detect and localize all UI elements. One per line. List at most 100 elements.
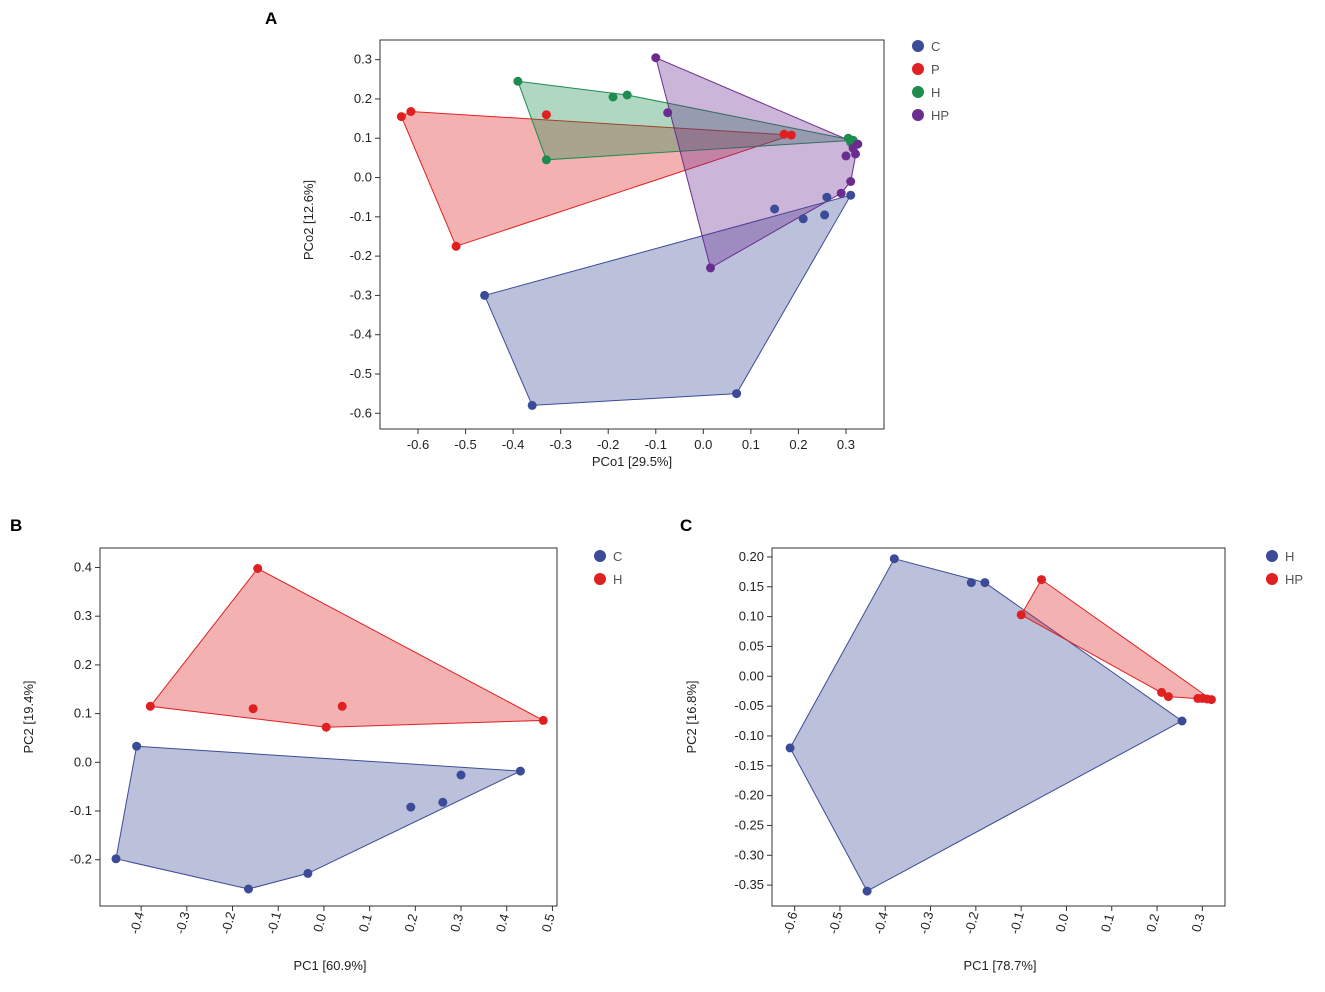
x-tick-label: 0.1: [356, 912, 375, 933]
point-h: [538, 715, 548, 725]
point-h: [248, 704, 258, 714]
point-h: [321, 722, 331, 732]
y-tick-label: -0.1: [350, 209, 372, 224]
x-tick-label: -0.6: [780, 910, 800, 936]
x-axis-label: PC1 [60.9%]: [294, 958, 367, 973]
y-tick-label: 0.4: [74, 559, 92, 574]
point-h: [337, 701, 347, 711]
point-h: [862, 886, 872, 896]
y-tick-label: 0.3: [354, 52, 372, 67]
y-tick-label: 0.15: [739, 579, 764, 594]
panel-C: C 0.20 0.15 0.10 0.05 0.00 -0.05 -0.10 -0.15 -0.2…: [680, 516, 1303, 973]
point-c: [438, 797, 448, 807]
point-h: [889, 554, 899, 564]
point-c: [480, 290, 490, 300]
x-tick-label: -0.4: [502, 437, 524, 452]
x-tick-label: -0.6: [407, 437, 429, 452]
legend-marker-h: [912, 86, 924, 98]
y-axis-label: PC2 [16.8%]: [684, 681, 699, 754]
point-c: [798, 214, 808, 224]
x-tick-label: -0.3: [549, 437, 571, 452]
hull-hp: [655, 56, 859, 269]
point-h: [1177, 716, 1187, 726]
point-hp: [853, 139, 863, 149]
legend-marker-hp: [912, 109, 924, 121]
y-tick-label: 0.1: [354, 130, 372, 145]
x-axis-label: PC1 [78.7%]: [964, 958, 1037, 973]
y-tick-label: 0.2: [354, 91, 372, 106]
legend-label-h: H: [1285, 549, 1294, 564]
point-hp: [846, 177, 856, 186]
point-h: [785, 743, 795, 753]
y-tick-label: -0.3: [350, 287, 372, 302]
point-c: [456, 770, 466, 780]
point-h: [253, 564, 263, 573]
x-tick-label: 0.1: [1098, 912, 1117, 933]
y-axis-label: PC2 [19.4%]: [21, 681, 36, 754]
x-tick-label: 0.5: [538, 912, 557, 933]
y-tick-label: -0.10: [734, 728, 764, 743]
point-h: [966, 578, 976, 588]
point-hp: [1157, 687, 1167, 697]
legend-marker-p: [912, 63, 924, 75]
y-tick-label: 0.1: [74, 706, 92, 721]
y-tick-label: -0.15: [734, 758, 764, 773]
x-tick-label: -0.3: [172, 910, 192, 936]
legend-label-h: H: [931, 85, 940, 100]
legend-label-c: C: [613, 549, 622, 564]
legend-label-c: C: [931, 39, 940, 54]
y-tick-label: 0.00: [739, 668, 764, 683]
x-tick-label: -0.5: [825, 910, 845, 936]
plot-frame: [99, 547, 558, 907]
point-hp: [836, 188, 846, 198]
panel-A: A 0.3 0.2 0.1 0.0 -0.1 -0.2 -0.3 -0.4 -0.5 -0.6 -0.…: [265, 9, 949, 469]
legend-marker-h: [594, 573, 606, 585]
point-hp: [1163, 692, 1173, 702]
y-tick-label: 0.20: [739, 549, 764, 564]
point-hp: [1016, 610, 1026, 620]
hull-h: [789, 558, 1183, 892]
x-tick-label: 0.0: [310, 912, 329, 933]
y-tick-label: -0.6: [350, 405, 372, 420]
panel-letter: B: [10, 516, 22, 535]
plot-frame: [771, 547, 1226, 907]
x-tick-label: 0.2: [1143, 912, 1162, 933]
point-hp: [851, 149, 860, 159]
point-c: [527, 400, 537, 410]
point-p: [451, 241, 461, 251]
point-h: [145, 701, 155, 711]
point-c: [515, 766, 525, 776]
point-c: [244, 884, 253, 894]
x-tick-label: 0.0: [694, 437, 712, 452]
point-p: [396, 112, 406, 122]
y-tick-label: -0.2: [350, 248, 372, 263]
panel-B: B 0.4 0.3 0.2 0.1 0.0 -0.1 -0.2 -0.4 -0.3 -0.2 -0.1…: [10, 516, 622, 973]
point-hp: [1206, 695, 1216, 705]
y-tick-label: -0.20: [734, 788, 764, 803]
x-tick-label: 0.0: [1053, 912, 1072, 933]
x-tick-label: -0.5: [454, 437, 476, 452]
x-tick-label: -0.2: [218, 910, 238, 936]
hull-c: [483, 194, 852, 406]
panel-letter: C: [680, 516, 692, 535]
y-tick-label: -0.30: [734, 847, 764, 862]
point-c: [111, 854, 121, 864]
y-tick-label: 0.3: [74, 608, 92, 623]
y-tick-label: 0.10: [739, 609, 764, 624]
hull-c: [115, 745, 523, 890]
panel-letter: A: [265, 9, 277, 28]
x-tick-label: 0.4: [493, 912, 512, 933]
legend-label-hp: HP: [931, 108, 949, 123]
point-c: [132, 741, 142, 751]
x-tick-label: 0.2: [789, 437, 807, 452]
point-p: [406, 107, 416, 116]
x-tick-label: -0.4: [127, 910, 147, 936]
y-tick-label: -0.35: [734, 877, 764, 892]
point-c: [822, 192, 832, 202]
point-c: [770, 204, 780, 214]
y-tick-label: 0.0: [74, 754, 92, 769]
x-axis-label: PCo1 [29.5%]: [592, 454, 672, 469]
x-tick-label: -0.1: [645, 437, 667, 452]
point-hp: [841, 151, 851, 161]
